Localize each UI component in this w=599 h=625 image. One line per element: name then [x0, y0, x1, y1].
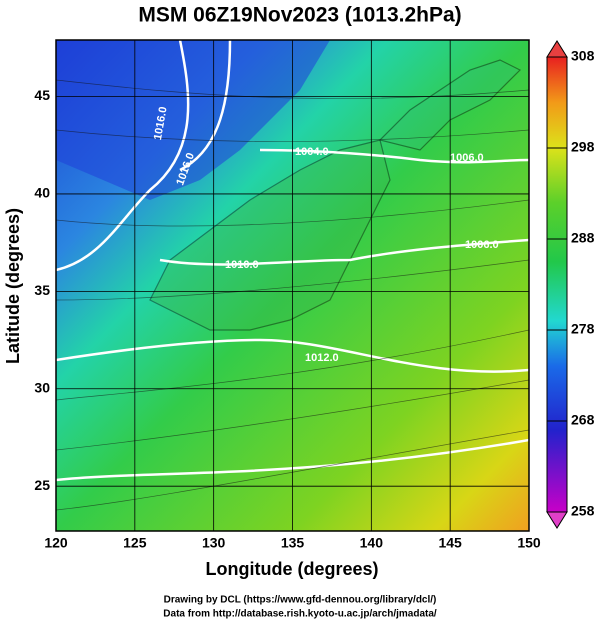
y-tick-label: 30: [34, 379, 50, 395]
x-axis-label: Longitude (degrees): [205, 559, 378, 579]
title: MSM 06Z19Nov2023 (1013.2hPa): [138, 4, 461, 27]
x-tick-label: 145: [438, 535, 462, 551]
land: [149, 139, 391, 331]
y-tick-label: 25: [34, 477, 50, 493]
x-tick-label: 140: [360, 535, 384, 551]
colorbar-tick-label: 288: [571, 230, 595, 246]
x-tick-label: 150: [517, 535, 541, 551]
contour-label: 1006.0: [465, 239, 499, 251]
contour-label: 1010.0: [225, 259, 259, 271]
colorbar-min-arrow: [546, 511, 568, 529]
y-tick-label: 40: [34, 185, 50, 201]
contour-label: 1016.0: [152, 106, 170, 141]
colorbar-tick-label: 278: [571, 321, 595, 337]
x-tick-label: 130: [202, 535, 226, 551]
contour-label: 1004.0: [295, 146, 329, 158]
colorbar: [546, 56, 568, 513]
x-tick-label: 120: [44, 535, 68, 551]
cold-region: [56, 40, 330, 200]
contour-label: 1006.0: [450, 152, 484, 164]
y-tick-label: 45: [34, 87, 50, 103]
footer-line: Data from http://database.rish.kyoto-u.a…: [163, 609, 437, 620]
y-axis-label: Latitude (degrees): [3, 208, 23, 364]
x-tick-label: 125: [123, 535, 147, 551]
y-tick-label: 35: [34, 282, 50, 298]
footer-line: Drawing by DCL (https://www.gfd-dennou.o…: [164, 595, 437, 606]
x-tick-label: 135: [281, 535, 305, 551]
plot-frame: [55, 39, 530, 532]
isobars: [56, 40, 529, 482]
colorbar-tick-label: 298: [571, 139, 595, 155]
colorbar-tick-label: 308: [571, 48, 595, 64]
colorbar-tick-label: 268: [571, 412, 595, 428]
colorbar-tick-label: 258: [571, 503, 595, 519]
contour-label: 1012.0: [305, 352, 339, 364]
colorbar-max-arrow: [546, 40, 568, 58]
